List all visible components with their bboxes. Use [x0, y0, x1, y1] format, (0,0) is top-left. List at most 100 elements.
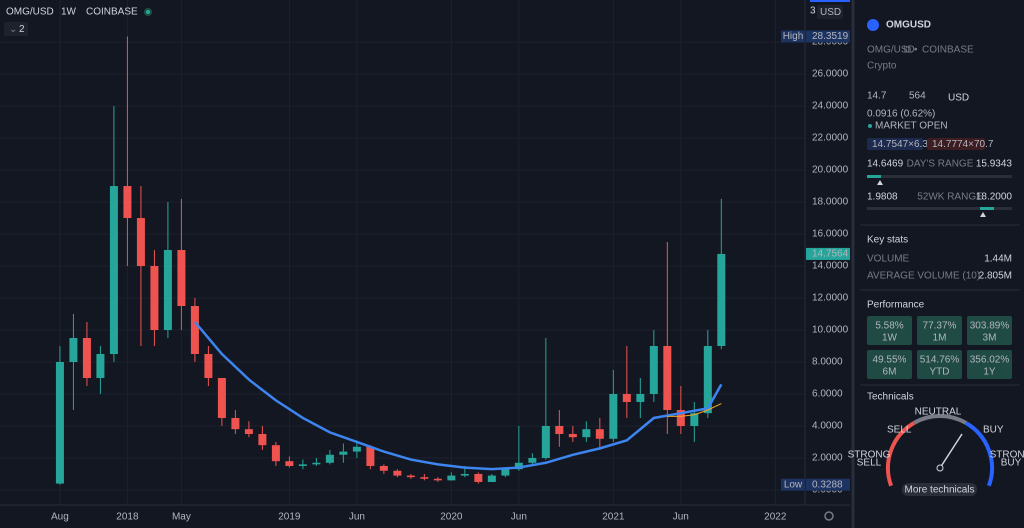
category: Crypto — [867, 61, 897, 72]
y-tick-label: 10.0000 — [812, 325, 849, 336]
moving-average — [667, 403, 722, 417]
last-price-value: 14.7564 — [812, 249, 849, 260]
price-main: 14.7 — [867, 91, 887, 102]
y-tick-label: 16.0000 — [812, 229, 849, 240]
x-tick-label: Jun — [511, 512, 527, 523]
collapse-icon: ⌄ — [9, 24, 17, 35]
gauge-sell — [885, 421, 916, 487]
x-tick-label: May — [172, 512, 191, 523]
market-dot — [868, 124, 872, 128]
price-tail: 564 — [909, 91, 926, 102]
candle-body — [568, 433, 577, 438]
candle-body — [663, 345, 672, 410]
candle-body — [244, 429, 253, 434]
external-link-icon[interactable]: ⧉ — [904, 45, 911, 56]
performance-value: 49.55% — [873, 355, 907, 366]
settings-icon[interactable] — [824, 511, 834, 521]
status-dot — [146, 10, 150, 14]
performance-cell — [867, 316, 912, 345]
candle-body — [352, 446, 361, 452]
candle-body — [231, 417, 240, 430]
range-bar — [867, 207, 1012, 210]
candle-body — [474, 473, 483, 482]
range-pointer — [980, 212, 986, 217]
sidebar-symbol: OMGUSD — [886, 20, 931, 31]
symbol[interactable]: OMG/USD — [6, 7, 54, 18]
x-tick-label: 2020 — [440, 512, 463, 523]
candle-body — [649, 345, 658, 394]
more-technicals-button[interactable] — [902, 483, 977, 496]
candle-body — [109, 186, 118, 354]
x-tick-label: 2022 — [764, 512, 787, 523]
performance-cell — [917, 350, 962, 379]
pair[interactable]: OMG/USD — [867, 45, 915, 56]
candle-body — [460, 473, 469, 476]
gauge-label: SELL — [857, 458, 882, 469]
currency[interactable]: USD — [820, 7, 841, 18]
x-tick-label: 2019 — [278, 512, 301, 523]
bid: 14.7547×6.3 — [872, 139, 928, 150]
x-tick-label: Aug — [51, 512, 69, 523]
gauge-label: BUY — [1001, 458, 1022, 469]
last-price-tag — [806, 247, 850, 260]
gauge-neutral — [913, 414, 967, 425]
gauge-label: NEUTRAL — [915, 407, 962, 418]
x-tick-label: Jun — [349, 512, 365, 523]
interval[interactable]: 1W — [61, 7, 77, 18]
ask-box — [927, 138, 985, 150]
candle-body — [690, 413, 699, 426]
price-tag-value: 28.3519 — [812, 31, 849, 42]
candle-body — [393, 470, 402, 476]
x-tick-label: 2018 — [116, 512, 139, 523]
x-tick-label: Jun — [673, 512, 689, 523]
candle-body — [447, 475, 456, 481]
performance-cell — [967, 350, 1012, 379]
candle-body — [433, 478, 442, 481]
candle-body — [636, 393, 645, 402]
performance-period: 1W — [882, 333, 898, 344]
y-tick-label: 6.0000 — [812, 389, 843, 400]
performance-value: 514.76% — [920, 355, 960, 366]
performance-cell — [917, 316, 962, 345]
performance-value: 356.02% — [970, 355, 1010, 366]
candle-body — [555, 425, 564, 434]
candle-body — [55, 361, 64, 484]
candle-body — [339, 451, 348, 455]
range-pointer — [877, 180, 883, 185]
range-fill — [980, 207, 994, 210]
sidebar — [852, 0, 1024, 528]
candle-body — [703, 345, 712, 414]
candle-body — [325, 454, 334, 463]
y-tick-label: 4.0000 — [812, 421, 843, 432]
price-tag-label: Low — [784, 479, 803, 490]
candle-body — [123, 186, 132, 219]
y-tick-label: 18.0000 — [812, 197, 849, 208]
candle-body — [622, 393, 631, 402]
candle-body — [501, 469, 510, 476]
week52-high: 18.2000 — [976, 192, 1013, 203]
currency-button[interactable] — [817, 5, 843, 19]
candle-body — [271, 445, 280, 462]
candle-body — [487, 475, 496, 482]
gauge-label: SELL — [887, 425, 912, 436]
candle-body — [420, 477, 429, 479]
performance-grid: 5.58%1W 77.37%1M 303.89%3M 49.55%6M 514.76%Y… — [867, 316, 1012, 379]
performance-period: 6M — [883, 367, 897, 378]
y-tick-label: 22.0000 — [812, 133, 849, 144]
performance-cell — [867, 350, 912, 379]
performance-value: 5.58% — [875, 321, 903, 332]
layers-button[interactable] — [4, 22, 28, 36]
candle-body — [163, 250, 172, 331]
stat-value: 2.805M — [979, 271, 1012, 282]
candle-body — [717, 253, 726, 346]
gauge-label: BUY — [983, 425, 1004, 436]
price-tag-value: 0.3288 — [812, 479, 843, 490]
candle-body — [82, 337, 91, 378]
more-technicals-label[interactable]: More technicals — [904, 485, 974, 496]
performance-value: 303.89% — [970, 321, 1010, 332]
y-tick-label: 8.0000 — [812, 357, 843, 368]
y-tick-label: 26.0000 — [812, 69, 849, 80]
candle-body — [366, 446, 375, 466]
candle-body — [514, 462, 523, 470]
